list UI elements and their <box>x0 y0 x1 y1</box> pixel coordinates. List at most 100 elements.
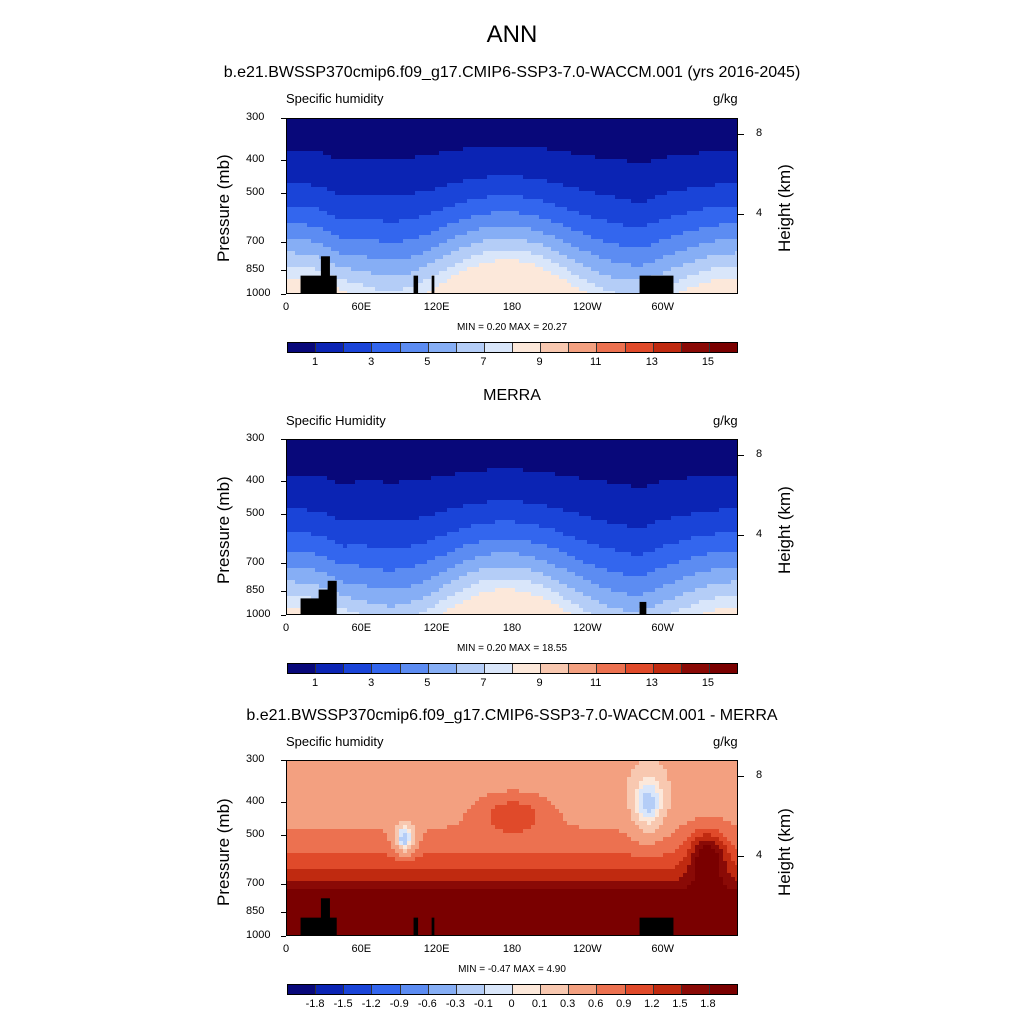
contour-cell <box>439 219 444 224</box>
contour-cell <box>579 199 584 204</box>
contour-cell <box>367 183 372 188</box>
contour-cell <box>643 191 648 196</box>
contour-cell <box>535 263 540 268</box>
contour-cell <box>391 123 396 128</box>
contour-cell <box>487 263 492 268</box>
contour-cell <box>531 247 536 252</box>
contour-cell <box>327 119 332 124</box>
contour-cell <box>515 219 520 224</box>
contour-cell <box>547 243 552 248</box>
contour-cell <box>355 143 360 148</box>
contour-cell <box>611 151 616 156</box>
contour-cell <box>371 119 376 124</box>
contour-cell <box>699 283 704 288</box>
contour-cell <box>403 131 408 136</box>
contour-cell <box>363 167 368 172</box>
contour-cell <box>571 151 576 156</box>
contour-cell <box>391 259 396 264</box>
contour-cell <box>639 227 644 232</box>
contour-cell <box>403 235 408 240</box>
contour-cell <box>323 159 328 164</box>
contour-cell <box>471 259 476 264</box>
contour-cell <box>687 195 692 200</box>
contour-cell <box>571 215 576 220</box>
contour-cell <box>611 167 616 172</box>
contour-cell <box>287 119 292 124</box>
contour-cell <box>727 279 732 284</box>
contour-cell <box>627 159 632 164</box>
contour-cell <box>319 143 324 148</box>
contour-cell <box>723 215 728 220</box>
contour-cell <box>459 219 464 224</box>
contour-cell <box>735 203 737 208</box>
contour-cell <box>363 287 368 292</box>
contour-cell <box>571 247 576 252</box>
contour-cell <box>423 231 428 236</box>
contour-cell <box>719 231 724 236</box>
contour-cell <box>371 179 376 184</box>
contour-cell <box>535 231 540 236</box>
colorbar-swatch <box>288 343 317 352</box>
contour-cell <box>311 235 316 240</box>
contour-cell <box>415 143 420 148</box>
contour-cell <box>323 227 328 232</box>
contour-cell <box>475 279 480 284</box>
contour-cell <box>507 135 512 140</box>
contour-cell <box>491 215 496 220</box>
contour-cell <box>679 243 684 248</box>
contour-cell <box>651 227 656 232</box>
contour-cell <box>343 143 348 148</box>
contour-cell <box>623 267 628 272</box>
contour-cell <box>703 175 708 180</box>
contour-cell <box>715 287 720 292</box>
contour-cell <box>435 259 440 264</box>
contour-cell <box>611 239 616 244</box>
contour-cell <box>571 287 576 292</box>
contour-cell <box>479 127 484 132</box>
contour-cell <box>603 291 608 293</box>
contour-cell <box>611 283 616 288</box>
contour-cell <box>599 279 604 284</box>
contour-cell <box>343 287 348 292</box>
contour-cell <box>687 223 692 228</box>
contour-cell <box>571 235 576 240</box>
contour-cell <box>623 255 628 260</box>
contour-cell <box>707 211 712 216</box>
contour-cell <box>495 227 500 232</box>
contour-cell <box>323 191 328 196</box>
contour-cell <box>519 155 524 160</box>
contour-cell <box>507 175 512 180</box>
contour-cell <box>295 239 300 244</box>
contour-cell <box>639 199 644 204</box>
contour-cell <box>631 255 636 260</box>
contour-cell <box>479 251 484 256</box>
contour-cell <box>419 151 424 156</box>
contour-cell <box>587 239 592 244</box>
contour-cell <box>339 143 344 148</box>
contour-cell <box>331 231 336 236</box>
contour-cell <box>391 203 396 208</box>
contour-cell <box>379 167 384 172</box>
contour-cell <box>471 167 476 172</box>
contour-cell <box>571 183 576 188</box>
contour-cell <box>727 187 732 192</box>
contour-cell <box>611 131 616 136</box>
contour-cell <box>503 239 508 244</box>
contour-cell <box>367 263 372 268</box>
contour-cell <box>443 255 448 260</box>
contour-cell <box>451 175 456 180</box>
contour-cell <box>355 255 360 260</box>
contour-cell <box>591 219 596 224</box>
contour-cell <box>615 143 620 148</box>
contour-cell <box>311 159 316 164</box>
contour-cell <box>711 283 716 288</box>
contour-cell <box>351 143 356 148</box>
contour-cell <box>611 259 616 264</box>
contour-cell <box>643 247 648 252</box>
contour-cell <box>667 251 672 256</box>
contour-cell <box>371 123 376 128</box>
contour-cell <box>543 119 548 124</box>
contour-cell <box>723 127 728 132</box>
contour-cell <box>367 255 372 260</box>
contour-cell <box>503 159 508 164</box>
